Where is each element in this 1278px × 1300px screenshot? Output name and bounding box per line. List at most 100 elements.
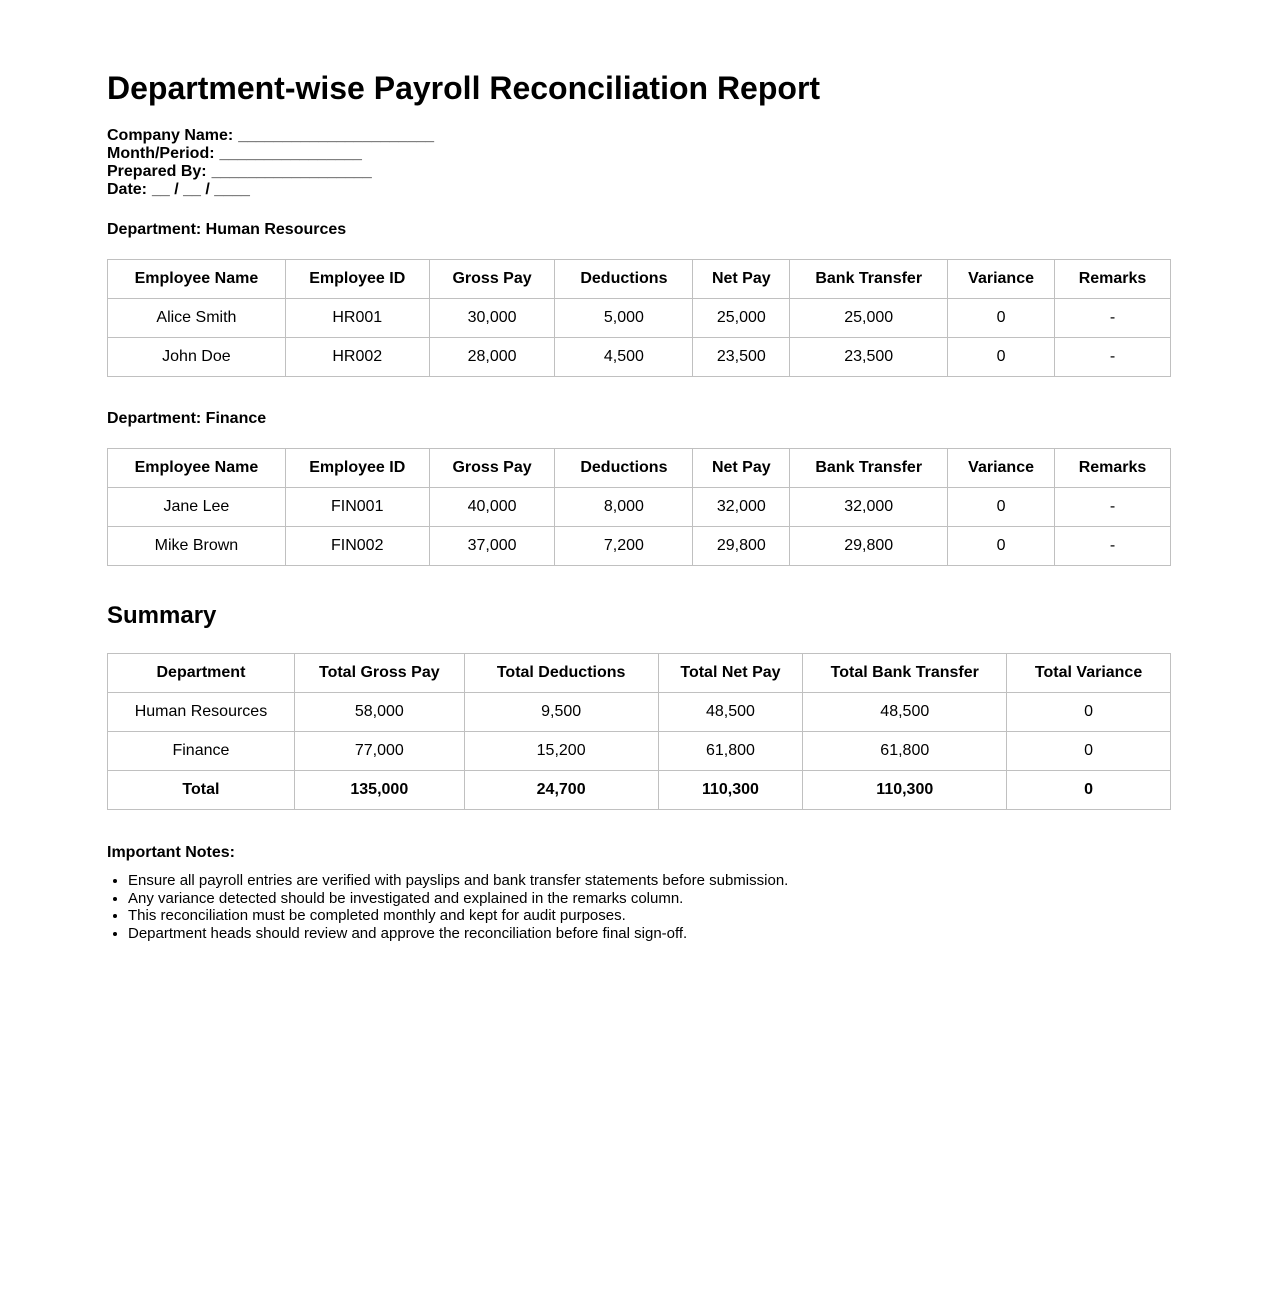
table-cell: 61,800 [802,731,1008,772]
table-cell: FIN001 [284,486,430,527]
table-header-cell: Remarks [1054,447,1171,488]
table-header-row: Department Total Gross Pay Total Deduction… [107,653,1171,694]
table-cell: 32,000 [789,486,949,527]
table-header-cell: Remarks [1054,258,1171,299]
table-cell: Finance [107,731,295,772]
payroll-table-finance: Employee Name Employee ID Gross Pay Deducti… [107,447,1171,566]
prepared-by-blank: __________________ [211,162,372,180]
table-cell: 29,800 [692,525,791,566]
note-item: This reconciliation must be completed mo… [128,907,1171,925]
table-row: Finance 77,000 15,200 61,800 61,800 0 [107,731,1171,772]
table-header-cell: Department [107,653,295,694]
note-item: Ensure all payroll entries are verified … [128,872,1171,890]
table-header-cell: Bank Transfer [789,447,949,488]
table-header-cell: Gross Pay [428,447,556,488]
month-period-blank: ________________ [219,144,362,162]
table-cell: 0 [1006,692,1171,733]
table-header-cell: Employee Name [107,447,286,488]
department-heading-human-resources: Department: Human Resources [107,220,347,238]
company-name-label: Company Name: [107,126,234,144]
table-cell: John Doe [107,336,286,377]
table-cell: 110,300 [657,770,804,811]
table-row: Alice Smith HR001 30,000 5,000 25,000 25,000 0… [107,297,1171,338]
table-cell: 58,000 [293,692,465,733]
table-row: Total 135,000 24,700 110,300 110,300 0 [107,770,1171,811]
table-cell: 0 [947,525,1056,566]
table-row: John Doe HR002 28,000 4,500 23,500 23,500 0- [107,336,1171,377]
table-cell: 0 [1006,770,1171,811]
payroll-table-human-resources: Employee Name Employee ID Gross Pay Deducti… [107,258,1171,377]
table-cell: FIN002 [284,525,430,566]
table-cell: 61,800 [657,731,804,772]
table-cell: HR001 [284,297,430,338]
table-row: Jane Lee FIN001 40,000 8,000 32,000 32,000 0- [107,486,1171,527]
table-cell: Alice Smith [107,297,286,338]
meta-field-company: Company Name: ______________________ [107,127,1171,145]
table-cell: 28,000 [428,336,556,377]
table-cell: 0 [947,486,1056,527]
meta-field-date: Date: __ / __ / ____ [107,181,1171,199]
table-header-row: Employee Name Employee ID Gross Pay Deducti… [107,447,1171,488]
table-header-cell: Deductions [554,258,694,299]
meta-field-period: Month/Period: ________________ [107,145,1171,163]
table-header-cell: Total Variance [1006,653,1171,694]
table-cell: - [1054,486,1171,527]
page-title: Department-wise Payroll Reconciliation R… [107,70,821,106]
table-header-cell: Net Pay [692,258,791,299]
table-cell: 7,200 [554,525,694,566]
table-cell: - [1054,297,1171,338]
table-cell: 0 [947,297,1056,338]
prepared-by-label: Prepared By: [107,162,207,180]
date-blank: __ / __ / ____ [152,180,250,198]
notes-list: Ensure all payroll entries are verified … [107,872,1171,942]
table-cell: 25,000 [789,297,949,338]
table-header-cell: Employee ID [284,258,430,299]
table-row: Human Resources 58,000 9,500 48,500 48,500 0 [107,692,1171,733]
table-header-cell: Gross Pay [428,258,556,299]
table-cell: 40,000 [428,486,556,527]
month-period-label: Month/Period: [107,144,215,162]
date-label: Date: [107,180,148,198]
department-section-human-resources: Department: Human Resources Employee Nam… [107,221,1171,377]
table-cell: 30,000 [428,297,556,338]
table-cell: 110,300 [802,770,1008,811]
table-cell: - [1054,336,1171,377]
department-section-finance: Department: Finance Employee Name Employe… [107,410,1171,566]
table-header-cell: Variance [947,258,1056,299]
table-header-row: Employee Name Employee ID Gross Pay Deducti… [107,258,1171,299]
note-item: Department heads should review and appro… [128,925,1171,943]
table-header-cell: Employee Name [107,258,286,299]
meta-field-prepared-by: Prepared By: __________________ [107,163,1171,181]
table-cell: 37,000 [428,525,556,566]
table-cell: 23,500 [789,336,949,377]
table-cell: 0 [947,336,1056,377]
company-name-blank: ______________________ [238,126,435,144]
table-cell: 4,500 [554,336,694,377]
table-header-cell: Deductions [554,447,694,488]
table-header-cell: Bank Transfer [789,258,949,299]
table-header-cell: Total Deductions [463,653,659,694]
table-cell: 24,700 [463,770,659,811]
table-header-cell: Total Gross Pay [293,653,465,694]
table-cell: 23,500 [692,336,791,377]
table-header-cell: Employee ID [284,447,430,488]
table-cell: Total [107,770,295,811]
table-cell: HR002 [284,336,430,377]
table-header-cell: Total Bank Transfer [802,653,1008,694]
table-row: Mike Brown FIN002 37,000 7,200 29,800 29,800 0… [107,525,1171,566]
table-header-cell: Total Net Pay [657,653,804,694]
meta-block: Company Name: ______________________ Mont… [107,127,1171,199]
note-item: Any variance detected should be investig… [128,890,1171,908]
table-cell: 135,000 [293,770,465,811]
table-cell: 9,500 [463,692,659,733]
table-cell: 0 [1006,731,1171,772]
table-cell: 8,000 [554,486,694,527]
table-cell: Jane Lee [107,486,286,527]
table-cell: 25,000 [692,297,791,338]
table-header-cell: Net Pay [692,447,791,488]
table-header-cell: Variance [947,447,1056,488]
table-cell: 48,500 [657,692,804,733]
table-cell: 29,800 [789,525,949,566]
notes-heading: Important Notes: [107,844,235,862]
